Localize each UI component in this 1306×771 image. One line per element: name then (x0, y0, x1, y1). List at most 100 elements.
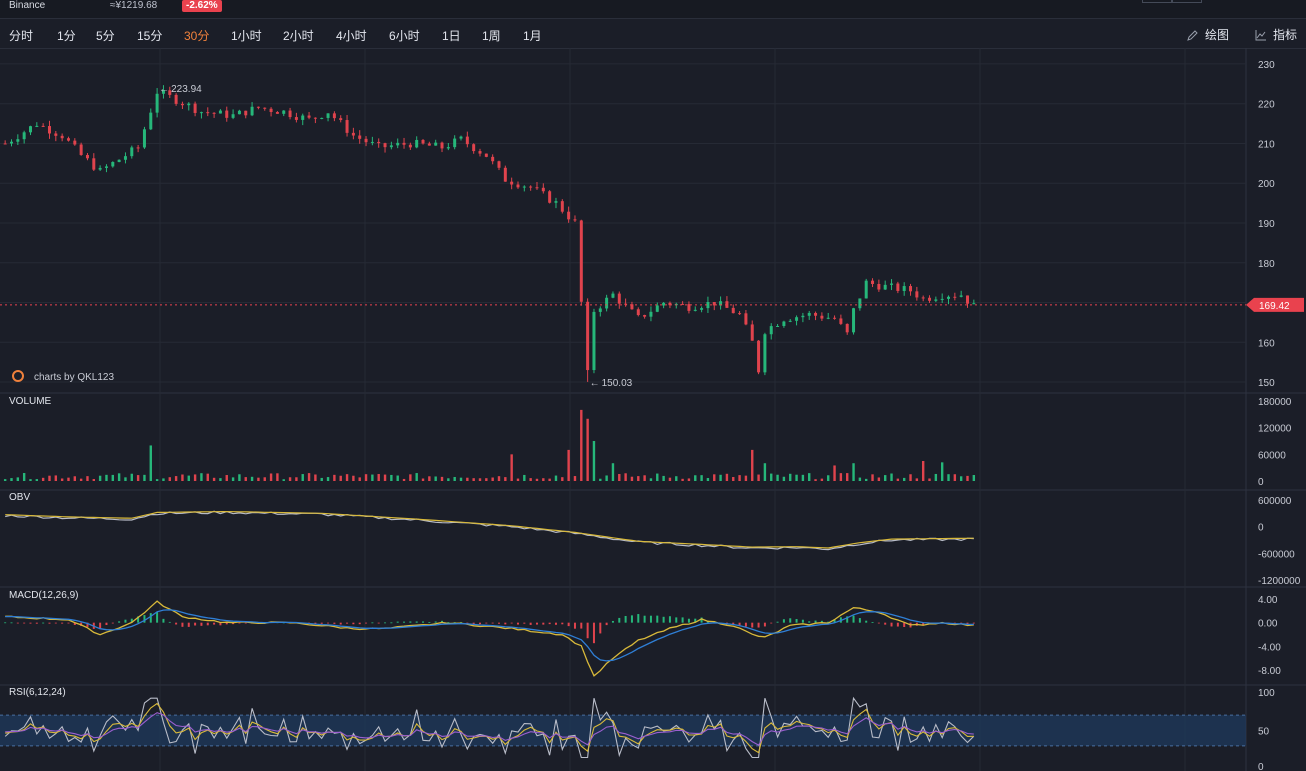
rsi-axis-tick: 50 (1258, 727, 1270, 738)
candle-body (769, 326, 773, 335)
macd-histogram-bar (86, 622, 89, 627)
draw-tool-label: 绘图 (1205, 28, 1230, 42)
macd-histogram-bar (238, 622, 241, 624)
toggle-tab-left[interactable] (1142, 0, 1172, 3)
timeframe-tab[interactable]: 30分 (184, 29, 210, 43)
rsi-panel[interactable]: RSI(6,12,24) 100 50 0 (0, 687, 1275, 771)
candle-body (180, 103, 184, 106)
volume-bar (219, 478, 222, 481)
timeframe-tab[interactable]: 1分 (57, 29, 76, 43)
volume-bar (301, 474, 304, 481)
candle-body (655, 305, 659, 312)
macd-panel[interactable]: MACD(12,26,9) 4.00 0.00 -4.00 -8.00 (4, 590, 1281, 677)
macd-histogram-bar (656, 615, 659, 623)
rsi-axis-tick: 0 (1258, 762, 1264, 771)
candle-body (282, 110, 286, 114)
candle-body (700, 308, 704, 310)
chart-grid (0, 48, 1306, 771)
volume-bar (478, 478, 482, 481)
macd-histogram-bar (333, 622, 336, 624)
volume-panel[interactable]: VOLUME 180000 120000 60000 0 (3, 396, 1292, 488)
volume-bar (98, 475, 102, 481)
indicator-label: 指标 (1273, 28, 1298, 42)
macd-histogram-bar (61, 622, 64, 624)
volume-bar (485, 478, 488, 481)
volume-bar (307, 473, 311, 481)
timeframe-tab[interactable]: 15分 (137, 29, 163, 43)
volume-bar (168, 477, 171, 481)
candle-body (136, 147, 140, 149)
volume-bar (60, 478, 64, 481)
candle-body (636, 309, 640, 316)
candle-body (763, 334, 767, 373)
timeframe-tab[interactable]: 4小时 (336, 29, 367, 43)
obv-axis-tick: 0 (1258, 523, 1264, 534)
macd-histogram-bar (162, 618, 165, 623)
candle-body (662, 302, 666, 306)
obv-panel[interactable]: OBV 600000 0 -600000 -1200000 (5, 492, 1301, 587)
volume-bar (966, 475, 969, 481)
candle-body (953, 296, 957, 298)
candle-body (478, 151, 482, 154)
candle-body (928, 297, 932, 301)
volume-axis-tick: 120000 (1258, 424, 1292, 435)
candle-body (465, 136, 469, 145)
macd-histogram-bar (523, 622, 526, 624)
price-panel[interactable]: 230220210200190180170160150 169.42 223.9… (0, 60, 1304, 389)
volume-bar (48, 475, 51, 481)
candle-body (503, 167, 507, 182)
macd-histogram-bar (744, 622, 747, 627)
candle-body (554, 201, 558, 203)
candle-body (833, 317, 837, 319)
draw-tool-button[interactable]: 绘图 (1187, 26, 1229, 43)
candle-body (320, 117, 324, 119)
macd-histogram-bar (592, 622, 595, 644)
volume-bar (10, 478, 13, 481)
candle-body (871, 280, 875, 284)
macd-histogram-bar (99, 622, 102, 629)
macd-histogram-bar (105, 622, 108, 626)
timeframe-tab[interactable]: 1月 (523, 29, 542, 43)
volume-bar (447, 478, 450, 481)
candle-body (750, 324, 754, 341)
candle-body (396, 142, 400, 146)
candle-body (28, 126, 32, 133)
candle-body (453, 138, 457, 148)
timeframe-tab[interactable]: 2小时 (283, 29, 314, 43)
volume-bar (656, 473, 659, 481)
volume-bar (776, 474, 779, 481)
toggle-tab-right[interactable] (1172, 0, 1202, 3)
timeframe-toolbar: 分时 1分 5分 15分 30分 1小时 2小时 4小时 6小时 1日 1周 1月 绘图 指标 (0, 20, 1306, 49)
timeframe-tab[interactable]: 1小时 (231, 29, 262, 43)
timeframe-tab[interactable]: 1周 (482, 29, 501, 43)
obv-axis-tick: 600000 (1258, 496, 1292, 507)
trading-chart[interactable]: 230220210200190180170160150 169.42 223.9… (0, 48, 1306, 771)
candle-body (142, 129, 146, 148)
candle-body (250, 106, 254, 116)
macd-histogram-bar (827, 621, 830, 623)
volume-bar (814, 479, 817, 481)
volume-bar (725, 473, 729, 481)
volume-bar (959, 476, 963, 481)
candle-body (643, 315, 647, 317)
volume-bar (618, 473, 621, 481)
candle-body (256, 106, 260, 108)
candle-body (212, 112, 216, 114)
macd-histogram-bar (732, 622, 735, 625)
volume-bar (339, 475, 342, 481)
candle-body (364, 138, 368, 143)
volume-bar (86, 476, 89, 481)
macd-histogram-bar (54, 622, 57, 624)
volume-bar (592, 441, 596, 481)
timeframe-tab[interactable]: 分时 (9, 29, 34, 43)
candle-body (617, 293, 621, 304)
timeframe-tab[interactable]: 1日 (442, 29, 461, 43)
macd-histogram-bar (48, 622, 51, 624)
volume-bar (700, 475, 703, 481)
timeframe-tab[interactable]: 6小时 (389, 29, 420, 43)
indicator-button[interactable]: 指标 (1255, 26, 1297, 43)
macd-histogram-bar (903, 622, 906, 627)
volume-bar (225, 475, 228, 481)
macd-histogram-bar (548, 622, 551, 625)
timeframe-tab[interactable]: 5分 (96, 29, 115, 43)
